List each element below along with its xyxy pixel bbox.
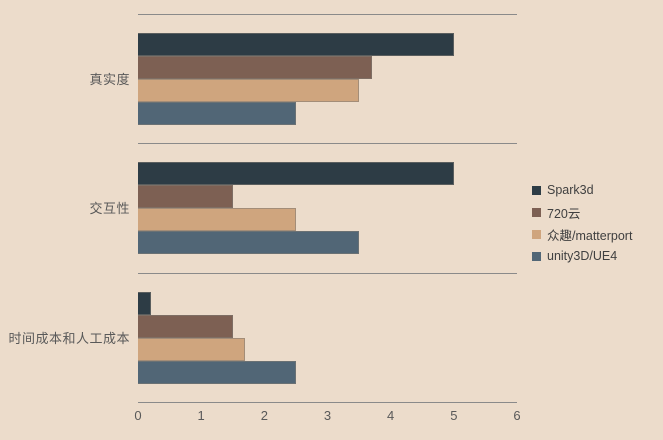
category-axis-labels: 真实度交互性时间成本和人工成本 xyxy=(0,14,130,402)
bar-unity3D/UE4-时间成本和人工成本 xyxy=(138,360,296,384)
bar-众趣/matterport-交互性 xyxy=(138,208,296,232)
legend: Spark3d 720云众趣/matterport unity3D/UE4 xyxy=(532,179,632,267)
x-tick-label: 3 xyxy=(323,408,332,423)
bar-720云-真实度 xyxy=(138,56,372,80)
x-tick-label: 1 xyxy=(197,408,205,423)
legend-label: Spark3d xyxy=(547,183,594,197)
x-axis: 0 1 2 3 4 5 6 xyxy=(134,408,521,428)
plot-area xyxy=(138,14,517,403)
legend-label: 720云 xyxy=(547,206,581,221)
x-tick-label: 2 xyxy=(260,408,268,423)
legend-item: Spark3d xyxy=(532,179,632,201)
category-group xyxy=(138,143,517,272)
legend-swatch-icon xyxy=(532,251,541,261)
category-group xyxy=(138,272,517,402)
legend-label: unity3D/UE4 xyxy=(547,249,618,263)
bar-unity3D/UE4-真实度 xyxy=(138,102,296,126)
category-label: 真实度 xyxy=(89,72,130,88)
legend-swatch-icon xyxy=(532,207,541,217)
x-tick-label: 6 xyxy=(513,408,521,423)
legend-item: 720云 xyxy=(532,201,632,223)
legend-item: 众趣/matterport xyxy=(532,223,632,245)
bar-Spark3d-交互性 xyxy=(138,162,454,186)
category-label: 交互性 xyxy=(89,201,130,217)
bar-众趣/matterport-真实度 xyxy=(138,79,360,103)
legend-label: 众趣/matterport xyxy=(547,228,633,243)
bar-Spark3d-真实度 xyxy=(138,33,454,57)
x-tick-label: 4 xyxy=(387,408,395,423)
category-label: 时间成本和人工成本 xyxy=(8,330,130,346)
x-tick-label: 0 xyxy=(134,408,142,423)
bar-720云-交互性 xyxy=(138,185,233,209)
legend-item: unity3D/UE4 xyxy=(532,245,632,267)
category-group xyxy=(138,14,517,143)
x-tick-label: 5 xyxy=(450,408,458,423)
legend-swatch-icon xyxy=(532,185,541,195)
bar-720云-时间成本和人工成本 xyxy=(138,314,233,338)
bar-Spark3d-时间成本和人工成本 xyxy=(138,291,151,315)
bar-众趣/matterport-时间成本和人工成本 xyxy=(138,337,246,361)
bar-unity3D/UE4-交互性 xyxy=(138,231,360,255)
legend-swatch-icon xyxy=(532,229,541,239)
